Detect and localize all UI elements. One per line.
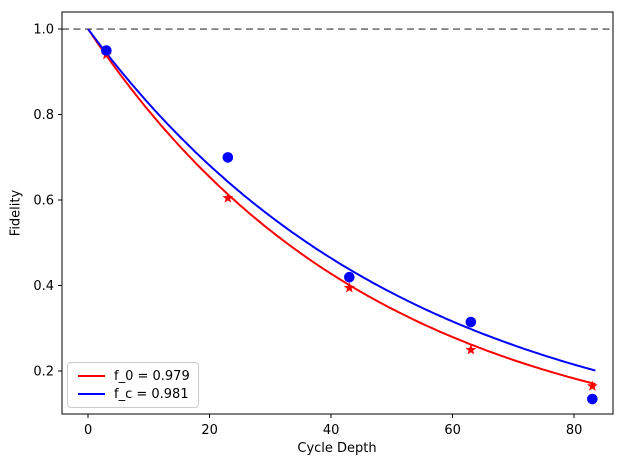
fc-points-marker: [222, 152, 234, 163]
x-tick-label: 0: [84, 423, 92, 438]
plot-border: [61, 11, 614, 415]
x-tick-label: 60: [444, 423, 461, 438]
fc-points-marker: [587, 393, 598, 405]
y-tick-label: 0.6: [33, 194, 54, 209]
y-tick-label: 0.8: [33, 108, 54, 123]
f0-points-marker: [465, 344, 477, 355]
y-tick-label: 1.0: [33, 23, 54, 38]
legend: f_0 = 0.979 f_c = 0.981: [67, 362, 199, 408]
legend-entry-fc: f_c = 0.981: [78, 386, 189, 402]
f0-points-marker: [222, 192, 234, 203]
y-tick-label: 0.4: [33, 279, 54, 294]
y-axis-label: Fidelity: [8, 189, 24, 237]
x-axis-label: Cycle Depth: [297, 441, 377, 456]
fc-points-marker: [465, 316, 477, 328]
legend-label-f0: f_0 = 0.979: [114, 368, 190, 384]
f0-points-marker: [586, 380, 598, 391]
fc-fit-curve: [87, 28, 596, 372]
x-tick-label: 40: [323, 423, 340, 438]
fc-points-marker: [101, 45, 112, 56]
f0-fit-curve: [87, 28, 596, 386]
legend-label-fc: f_c = 0.981: [114, 386, 189, 402]
fc-points-marker: [344, 271, 355, 283]
legend-line-swatch-fc: [78, 392, 105, 396]
legend-entry-f0: f_0 = 0.979: [78, 368, 190, 384]
f0-points-marker: [343, 282, 355, 293]
y-tick-label: 0.2: [33, 365, 54, 380]
x-tick-label: 80: [566, 423, 583, 438]
x-tick-label: 20: [201, 423, 218, 438]
legend-line-swatch-f0: [78, 374, 105, 378]
